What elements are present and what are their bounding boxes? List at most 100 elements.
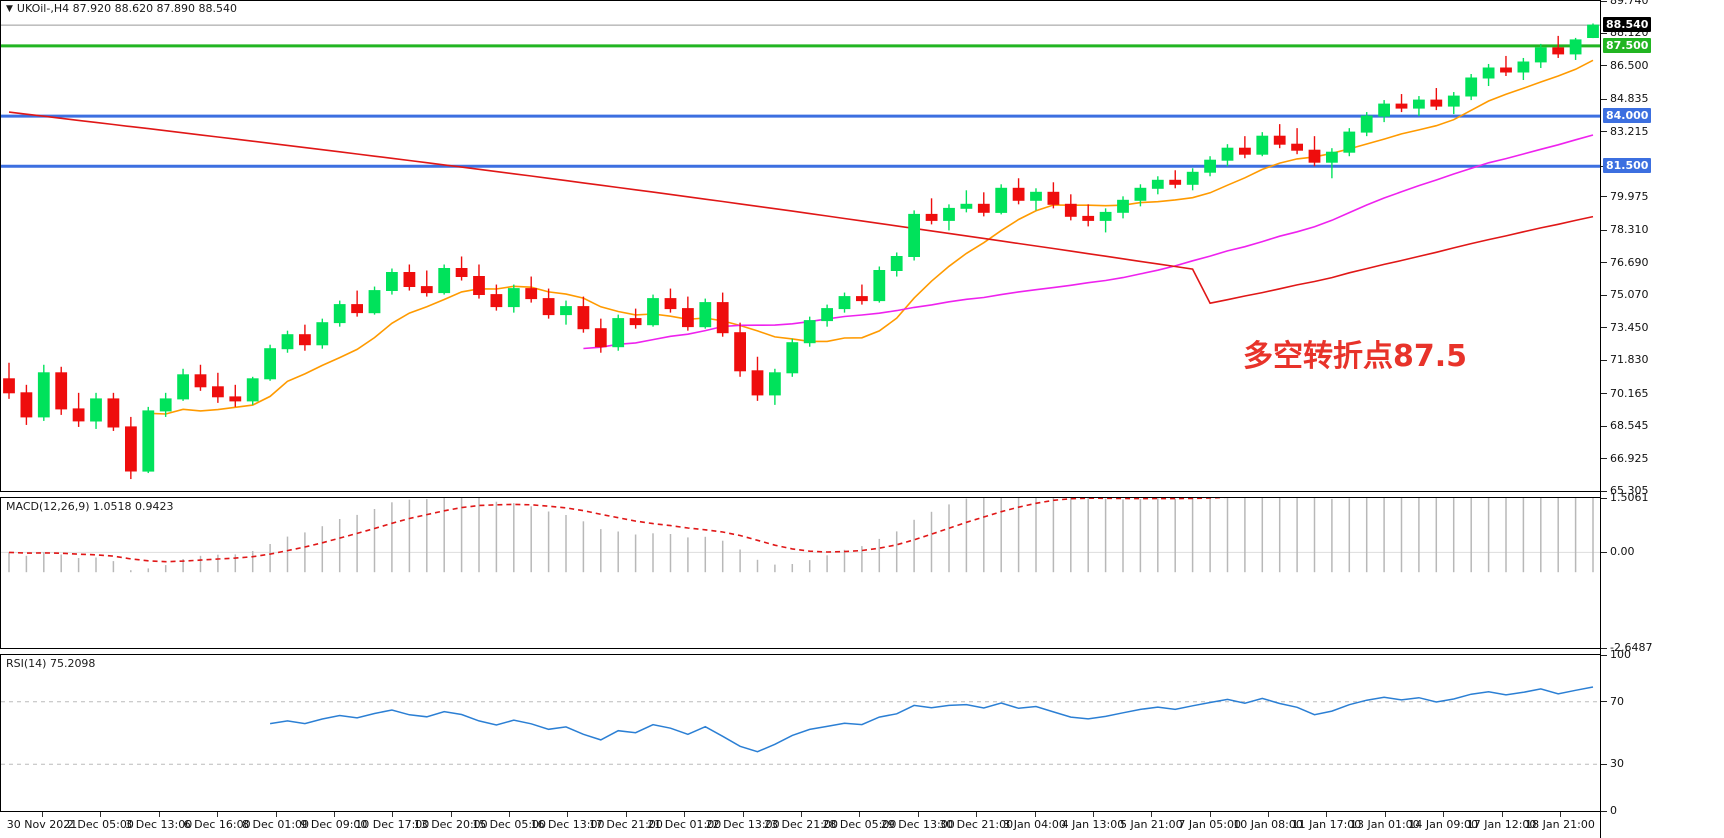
- price-tag-blue[interactable]: 81.500: [1603, 158, 1652, 174]
- rsi-tick: 100: [1601, 648, 1631, 661]
- time-axis-label: 11 Jan 17:00: [1291, 818, 1362, 831]
- candle-body: [1326, 151, 1338, 163]
- price-tick: 86.500: [1601, 59, 1649, 72]
- candle-body: [943, 207, 955, 221]
- rsi-plot-area[interactable]: [1, 655, 1600, 811]
- candle-body: [786, 342, 799, 374]
- candle-body: [20, 392, 33, 418]
- time-axis-label: 6 Dec 16:00: [183, 818, 251, 831]
- macd-panel[interactable]: [0, 497, 1601, 649]
- candle-body: [1169, 179, 1182, 185]
- candle-body: [612, 318, 625, 348]
- candle-body: [1430, 99, 1443, 107]
- candle-body: [960, 203, 973, 209]
- time-tick-mark: [333, 812, 335, 817]
- time-axis-label: 15 Dec 05:00: [472, 818, 547, 831]
- rsi-line: [269, 686, 1594, 753]
- candle-body: [403, 272, 416, 287]
- candle-body: [473, 276, 485, 295]
- time-axis-label: 5 Jan 21:00: [1119, 818, 1183, 831]
- time-tick-mark: [1326, 812, 1328, 817]
- candle-body: [594, 328, 607, 348]
- candle-body: [107, 398, 120, 428]
- time-axis-label: 9 Dec 09:00: [300, 818, 368, 831]
- candle-body: [1587, 24, 1599, 38]
- macd-tick: -2.6487: [1601, 641, 1652, 654]
- candle-body: [37, 372, 50, 418]
- price-tick: 65.305: [1601, 484, 1649, 497]
- candle-body: [1517, 61, 1530, 73]
- collapse-chevron-icon[interactable]: ▼: [6, 4, 13, 14]
- rsi-panel[interactable]: [0, 654, 1601, 812]
- candle-body: [229, 396, 242, 402]
- price-scale[interactable]: 89.74088.12086.50084.83583.21581.50079.9…: [1600, 0, 1724, 838]
- candle-body: [90, 398, 102, 422]
- candle-body: [577, 306, 590, 330]
- time-tick-mark: [1268, 812, 1270, 817]
- price-tick: 70.165: [1601, 387, 1649, 400]
- time-axis-label: 22 Dec 13:00: [705, 818, 780, 831]
- candle-body: [856, 296, 868, 302]
- price-tag-blue[interactable]: 84.000: [1603, 108, 1652, 124]
- candle-body: [1413, 99, 1425, 109]
- price-tick: 68.545: [1601, 419, 1649, 432]
- candle-body: [1047, 191, 1060, 205]
- time-axis-label: 17 Jan 12:00: [1466, 818, 1537, 831]
- candle-body: [1082, 215, 1095, 221]
- price-tag-last[interactable]: 88.540: [1603, 17, 1652, 33]
- macd-tick: 1.5061: [1601, 491, 1649, 504]
- time-axis-label: 2 Dec 05:00: [66, 818, 134, 831]
- time-tick-mark: [625, 812, 627, 817]
- time-tick-mark: [1151, 812, 1153, 817]
- macd-tick: 0.00: [1601, 545, 1635, 558]
- time-tick-mark: [1384, 812, 1386, 817]
- time-tick-mark: [1209, 812, 1211, 817]
- macd-plot-area[interactable]: [1, 498, 1600, 648]
- rsi-svg: [1, 686, 1600, 765]
- time-tick-mark: [1443, 812, 1445, 817]
- macd-histogram: [8, 498, 1594, 573]
- price-tick: 75.070: [1601, 288, 1649, 301]
- time-tick-mark: [100, 812, 102, 817]
- price-chart-panel[interactable]: [0, 0, 1601, 492]
- candle-body: [455, 268, 468, 277]
- candle-body: [420, 286, 433, 294]
- ma-mid-line: [583, 134, 1594, 350]
- candle-body: [1134, 187, 1147, 201]
- candle-body: [1291, 143, 1303, 151]
- candle-body: [1465, 77, 1478, 97]
- candle-body: [1099, 211, 1112, 221]
- candle-body: [212, 386, 224, 398]
- time-tick-mark: [450, 812, 452, 817]
- candle-body: [560, 306, 572, 316]
- candle-body: [316, 322, 329, 346]
- candle-body: [1030, 191, 1042, 201]
- candle-body: [995, 187, 1008, 213]
- candle-body: [821, 308, 834, 322]
- price-tick: 71.830: [1601, 353, 1649, 366]
- macd-svg: [1, 498, 1600, 573]
- time-tick-mark: [509, 812, 511, 817]
- candle-body: [977, 203, 990, 213]
- candle-body: [159, 398, 172, 412]
- candle-body: [1500, 67, 1512, 73]
- time-axis-label: 4 Jan 13:00: [1061, 818, 1125, 831]
- price-tick: 79.975: [1601, 190, 1649, 203]
- price-tag-green[interactable]: 87.500: [1603, 37, 1652, 53]
- time-tick-mark: [217, 812, 219, 817]
- symbol-ohlc-text: UKOil-,H4 87.920 88.620 87.890 88.540: [16, 2, 238, 15]
- price-tick: 76.690: [1601, 256, 1649, 269]
- candle-body: [125, 426, 137, 472]
- price-plot-area[interactable]: [1, 1, 1600, 491]
- candle-body: [142, 410, 155, 472]
- time-axis-label: 16 Dec 13:00: [530, 818, 605, 831]
- candle-body: [716, 302, 729, 334]
- candle-body: [246, 378, 259, 402]
- candle-body: [194, 374, 207, 388]
- ma-slow-line: [8, 111, 1594, 305]
- price-tick: 83.215: [1601, 125, 1649, 138]
- candle-body: [1239, 147, 1251, 155]
- time-axis-label: 23 Dec 21:00: [764, 818, 838, 831]
- candle-body: [333, 304, 346, 324]
